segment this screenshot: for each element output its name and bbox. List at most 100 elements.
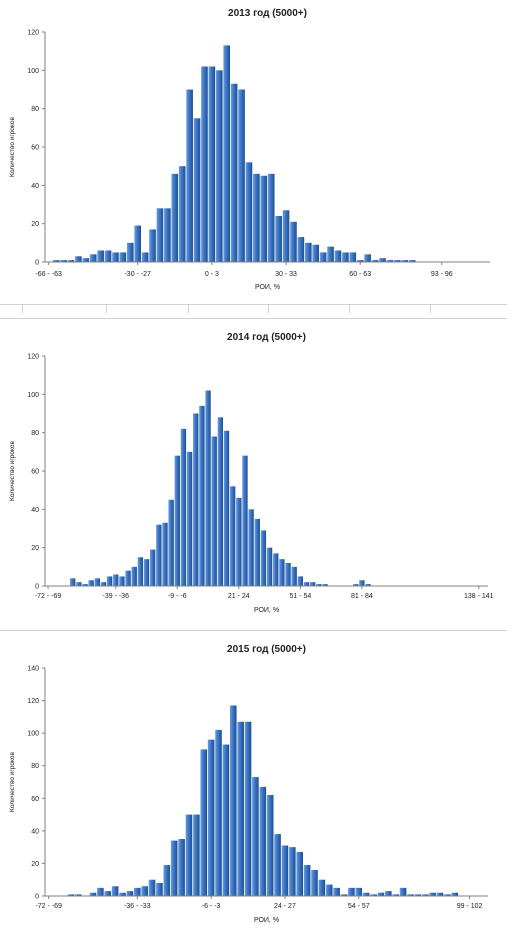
grid-line <box>0 630 507 631</box>
histogram-bar <box>436 892 444 896</box>
histogram-bar <box>119 252 127 262</box>
y-tick-label: 80 <box>31 106 39 113</box>
histogram-bar <box>327 246 334 262</box>
grid-tick <box>22 305 23 313</box>
histogram-bar <box>149 229 156 262</box>
x-tick-label: 60 - 63 <box>349 271 371 278</box>
histogram-bar <box>429 892 436 896</box>
spreadsheet-gap <box>0 300 507 322</box>
histogram-bar <box>334 250 342 262</box>
histogram-bar <box>229 705 237 896</box>
histogram-bar <box>156 882 163 896</box>
grid-tick <box>268 305 269 313</box>
histogram-bar <box>285 563 291 586</box>
histogram-bar <box>106 576 113 586</box>
grid-line <box>0 318 507 319</box>
histogram-bar <box>316 584 322 586</box>
x-tick-label: 99 - 102 <box>457 903 483 910</box>
histogram-bar <box>259 786 267 896</box>
histogram-bar <box>207 739 215 896</box>
x-tick-label: 51 - 54 <box>289 593 311 600</box>
histogram-bar <box>223 45 231 262</box>
histogram-bar <box>201 66 208 262</box>
y-tick-label: 60 <box>31 145 39 152</box>
histogram-bar <box>333 887 340 896</box>
histogram-bar <box>275 216 282 262</box>
histogram-bar <box>215 729 222 896</box>
histogram-bar <box>408 260 416 262</box>
histogram-bar <box>444 894 451 896</box>
histogram-bar <box>193 814 200 896</box>
y-tick-label: 120 <box>27 698 39 705</box>
x-tick-label: 30 - 33 <box>275 271 297 278</box>
histogram-bar <box>254 518 260 586</box>
histogram-bar <box>237 721 244 896</box>
histogram-bar <box>273 553 279 586</box>
histogram-bar <box>143 559 150 586</box>
histogram-bar <box>399 887 407 896</box>
y-tick-label: 60 <box>31 469 39 476</box>
histogram-bar <box>222 744 230 896</box>
x-tick-label: 21 - 24 <box>228 593 250 600</box>
histogram-bar <box>82 258 90 262</box>
y-tick-label: 0 <box>35 584 39 591</box>
histogram-bar <box>340 894 348 896</box>
histogram-bar <box>230 83 238 262</box>
histogram-bar <box>362 892 370 896</box>
grid-line <box>0 304 507 305</box>
histogram-bar <box>150 549 156 586</box>
histogram-bar <box>279 559 285 586</box>
chart-2013: 2013 год (5000+) Количество игроков РОИ, %… <box>0 0 507 300</box>
histogram-bar <box>342 252 349 262</box>
histogram-bar <box>186 451 193 586</box>
histogram-bar <box>164 208 171 262</box>
x-tick-label: -39 - -36 <box>103 593 130 600</box>
histogram-bar <box>407 894 414 896</box>
x-tick-label: 54 - 57 <box>348 903 370 910</box>
histogram-bar <box>88 580 94 586</box>
histogram-bar <box>401 260 409 262</box>
y-tick-label: 120 <box>27 354 39 361</box>
histogram-bar <box>199 405 205 586</box>
histogram-bar <box>392 894 399 896</box>
histogram-bar <box>125 570 131 586</box>
chart-title: 2014 год (5000+) <box>227 332 306 343</box>
grid-tick <box>349 305 350 313</box>
histogram-bar <box>252 777 259 896</box>
histogram-bar <box>297 576 304 586</box>
x-tick-label: -72 - -69 <box>35 903 62 910</box>
y-axis-label: Количество игроков <box>9 440 16 500</box>
y-tick-label: 40 <box>31 183 39 190</box>
histogram-bar <box>60 260 67 262</box>
x-tick-label: -9 - -6 <box>168 593 187 600</box>
histogram-bar <box>134 887 141 896</box>
histogram-bar <box>67 260 75 262</box>
histogram-bar <box>170 840 178 896</box>
histogram-bar <box>162 522 168 586</box>
histogram-bar <box>303 865 311 896</box>
histogram-bar <box>126 242 134 262</box>
histogram-bar <box>94 578 100 586</box>
x-tick-label: 93 - 96 <box>431 271 453 278</box>
histogram-bar <box>112 252 119 262</box>
histogram-bar <box>353 584 359 586</box>
y-tick-label: 80 <box>31 430 39 437</box>
histogram-bar <box>134 225 142 262</box>
histogram-bar <box>365 584 371 586</box>
histogram-bar <box>311 869 318 896</box>
histogram-bar <box>163 865 171 896</box>
histogram-bar <box>52 260 60 262</box>
chart-2015: 2015 год (5000+) Количество игроков РОИ, %… <box>0 632 507 933</box>
histogram-bar <box>97 250 104 262</box>
y-tick-label: 120 <box>27 30 39 37</box>
histogram-bar <box>74 894 82 896</box>
histogram-bar <box>156 208 164 262</box>
histogram-bar <box>242 455 248 586</box>
histogram-bar <box>274 834 281 896</box>
y-tick-label: 40 <box>31 828 39 835</box>
chart-title: 2015 год (5000+) <box>227 644 306 655</box>
histogram-bar <box>322 584 328 586</box>
histogram-bar <box>248 509 254 586</box>
histogram-bar <box>379 258 386 262</box>
histogram-bar <box>318 879 326 896</box>
